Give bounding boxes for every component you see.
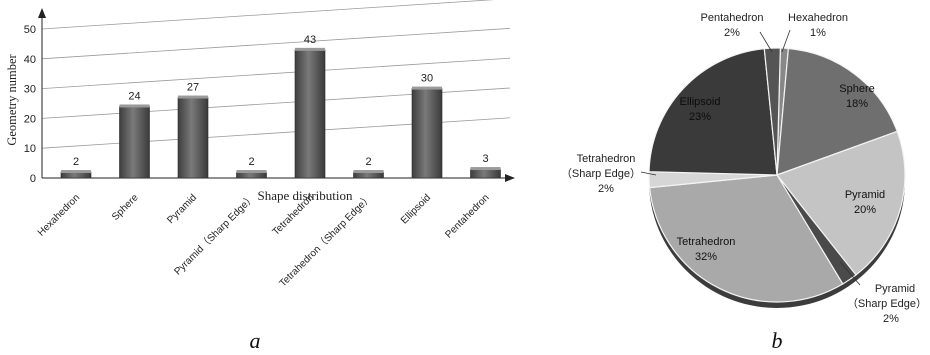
bar-top xyxy=(236,170,267,174)
grid-line xyxy=(41,27,511,60)
bar-value-label: 2 xyxy=(248,156,254,168)
bar-top xyxy=(178,95,208,99)
y-tick-labels: 0 10 20 30 40 50 xyxy=(24,24,36,185)
bar-chart-panel: 0 10 20 30 40 50 2 24 27 2 43 2 30 3 Hexahedron Spher… xyxy=(5,0,515,289)
x-category-label: Ellipsoid xyxy=(399,192,433,226)
leader-line-pyramid-sharp xyxy=(839,261,861,286)
x-category-label: Hexahedron xyxy=(36,192,82,238)
bar-top xyxy=(470,167,501,171)
bar xyxy=(177,97,209,179)
pie-label-pentahedron: Pentahedron xyxy=(701,12,764,24)
pie-pct-tetrahedron: 32% xyxy=(695,251,717,263)
pie-slice xyxy=(763,47,781,176)
pie-label-ellipsoid: Ellipsoid xyxy=(680,96,721,108)
bar-value-label: 2 xyxy=(365,156,371,168)
x-category-label: Sphere xyxy=(110,192,141,223)
bar xyxy=(119,106,150,179)
pie-label-pyramid-sharp: Pyramid xyxy=(875,283,915,295)
bar-value-label: 27 xyxy=(187,82,199,94)
pie-pct-sphere: 18% xyxy=(846,98,868,110)
pie-pct-pentahedron: 2% xyxy=(724,27,740,39)
x-axis-arrow xyxy=(505,174,515,182)
y-tick-label: 20 xyxy=(24,113,36,125)
leader-line-tetra-sharp xyxy=(640,171,657,176)
y-tick-label: 40 xyxy=(24,54,36,66)
bar-value-label: 2 xyxy=(73,156,79,168)
pie-slice xyxy=(648,174,844,303)
bars xyxy=(60,47,501,179)
pie-slice xyxy=(776,47,898,176)
y-axis-title: Geometry number xyxy=(5,54,19,146)
y-tick-label: 30 xyxy=(24,84,36,96)
bar-value-label: 30 xyxy=(421,73,433,85)
pie-pct-hexahedron: 1% xyxy=(810,27,826,39)
caption-a: a xyxy=(250,328,261,353)
pie-label-pyramid-sharp-edge: （Sharp Edge） xyxy=(847,297,927,310)
pie-pct-ellipsoid: 23% xyxy=(689,111,711,123)
pie-pct-tetra-sharp: 2% xyxy=(598,183,614,195)
pie-slices xyxy=(648,47,906,308)
pie-chart-panel: Pentahedron 2% Hexahedron 1% Sphere 18% … xyxy=(561,12,927,325)
pie-label-tetrahedron: Tetrahedron xyxy=(677,236,736,248)
bar-top xyxy=(119,104,150,108)
pie-slice xyxy=(776,130,906,276)
x-axis-title: Shape distribution xyxy=(258,188,353,203)
bar xyxy=(470,168,501,179)
x-category-label: Pyramid xyxy=(165,192,199,226)
pie-label-tetra-sharp: Tetrahedron xyxy=(577,153,636,165)
bar-value-label: 3 xyxy=(482,153,488,165)
bar-value-label: 43 xyxy=(304,34,316,46)
grid-line xyxy=(41,57,511,89)
pie-labels: Pentahedron 2% Hexahedron 1% Sphere 18% … xyxy=(561,12,927,325)
leader-line-hexahedron xyxy=(781,29,791,53)
x-category-label: Tetrahedron（Sharp Edge） xyxy=(277,192,375,290)
caption-b: b xyxy=(772,328,783,353)
bar xyxy=(294,49,326,179)
y-axis-arrow xyxy=(38,8,46,18)
pie-label-tetra-sharp-edge: （Sharp Edge） xyxy=(561,167,641,180)
bar-top xyxy=(412,86,442,90)
bar xyxy=(411,88,443,179)
y-tick-label: 50 xyxy=(24,24,36,36)
bar-top xyxy=(295,47,325,51)
x-category-label: Pentahedron xyxy=(443,192,491,240)
grid-line xyxy=(41,0,495,30)
bar-value-labels: 2 24 27 2 43 2 30 3 xyxy=(73,34,489,168)
bar-top xyxy=(61,170,91,174)
bar-top xyxy=(353,170,384,174)
pie-pct-pyramid-sharp: 2% xyxy=(883,313,899,325)
pie-label-hexahedron: Hexahedron xyxy=(788,12,848,24)
y-tick-label: 0 xyxy=(30,173,36,185)
bar-value-label: 24 xyxy=(128,90,140,102)
pie-label-sphere: Sphere xyxy=(839,83,874,95)
pie-leader-lines xyxy=(640,29,861,286)
pie-pct-pyramid: 20% xyxy=(854,204,876,216)
pie-slice xyxy=(648,47,778,176)
pie-label-pyramid: Pyramid xyxy=(845,189,885,201)
leader-line-pentahedron xyxy=(759,31,773,53)
y-tick-label: 10 xyxy=(24,143,36,155)
